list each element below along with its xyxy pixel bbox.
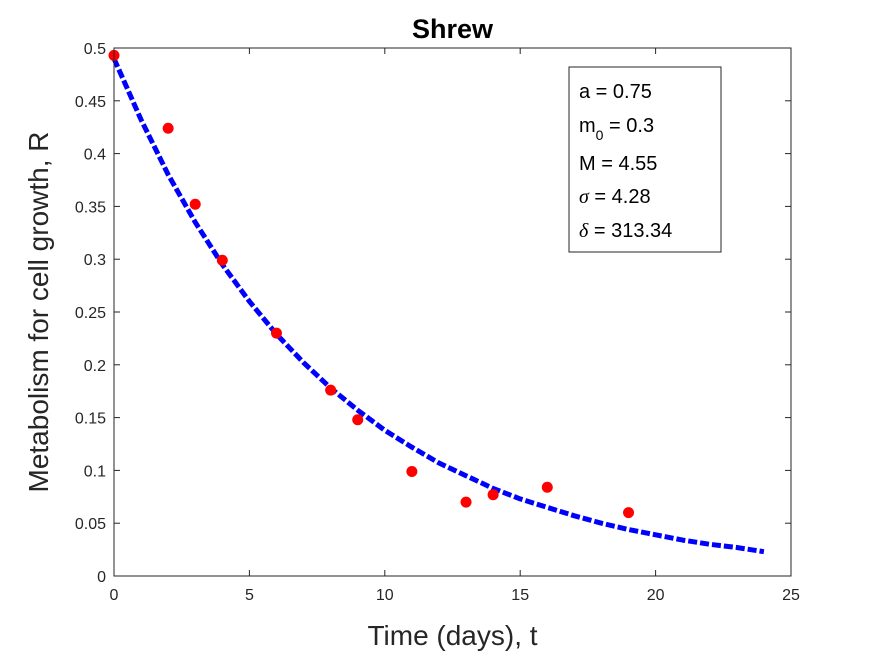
x-tick-label: 5 [245,587,254,604]
data-point [325,384,337,396]
points-layer [108,49,635,519]
legend-delta-value: = 313.34 [588,220,672,242]
x-tick-label: 25 [782,587,800,604]
y-tick-label: 0.35 [75,199,106,216]
legend-entry-m0: m0 = 0.3 [579,115,654,143]
y-tick-label: 0.1 [84,463,106,480]
legend-entry-sigma: σ = 4.28 [579,186,651,208]
data-point [487,489,499,501]
data-point [352,414,364,426]
data-point [189,198,201,210]
y-tick-label: 0.25 [75,305,106,322]
chart-title: Shrew [412,14,494,44]
data-point [216,254,228,266]
y-tick-label: 0.3 [84,252,106,269]
legend-m0-sub: 0 [596,127,604,143]
x-tick-label: 10 [376,587,394,604]
legend-entry-delta: δ = 313.34 [579,220,672,242]
legend-box [568,66,722,253]
legend-entry-M: M = 4.55 [579,153,657,175]
legend-entry-a: a = 0.75 [579,81,652,103]
y-tick-label: 0.4 [84,147,106,164]
data-point [623,507,635,519]
y-tick-label: 0.45 [75,94,106,111]
y-tick-label: 0.2 [84,358,106,375]
data-point [162,122,174,134]
legend-delta-symbol: δ [579,220,589,242]
parameter-legend: a = 0.75 m0 = 0.3 M = 4.55 σ = 4.28 δ = … [568,66,722,253]
legend-m0-main: m [579,115,596,137]
y-tick-label: 0.5 [84,41,106,58]
ticks-layer: 0 5 10 15 20 25 0 0.05 0.1 0.15 0.2 0.25 0.3 0.35 0.4 0… [75,41,800,604]
data-point [460,496,472,508]
data-point [270,327,282,339]
data-point [541,481,553,493]
legend-sigma-value: = 4.28 [589,186,651,208]
x-axis-title: Time (days), t [367,620,537,651]
y-axis-title: Metabolism for cell growth, R [23,131,54,492]
y-tick-label: 0.15 [75,411,106,428]
data-point [406,465,418,477]
x-tick-label: 20 [647,587,665,604]
legend-m0-rest: = 0.3 [603,115,654,137]
x-tick-label: 15 [511,587,529,604]
x-tick-label: 0 [110,587,119,604]
y-tick-label: 0 [97,569,106,586]
legend-sigma-symbol: σ [579,186,590,208]
y-tick-label: 0.05 [75,516,106,533]
